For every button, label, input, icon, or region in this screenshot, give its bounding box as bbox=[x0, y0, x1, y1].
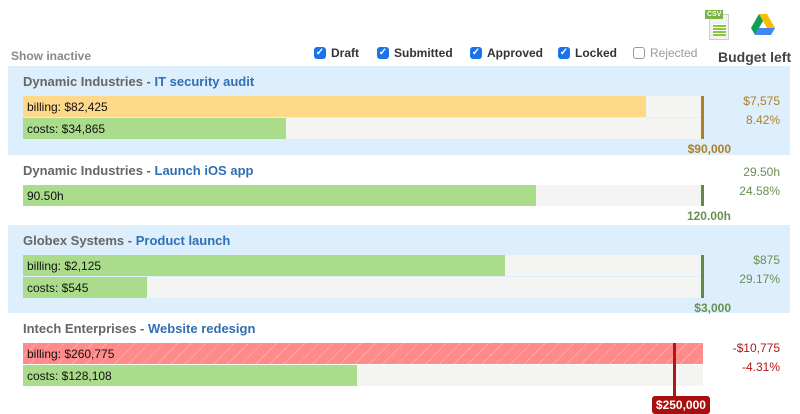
bar-fill bbox=[23, 343, 703, 364]
bar-fill bbox=[23, 365, 358, 386]
budget-label: $90,000 bbox=[687, 142, 731, 156]
bar-fill bbox=[23, 118, 287, 139]
billing-bar: billing: $260,775 bbox=[23, 343, 703, 364]
project-title: Globex Systems - Product launch bbox=[23, 233, 230, 248]
budget-label: $3,000 bbox=[694, 301, 731, 315]
budget-left-amount: $875 bbox=[753, 253, 780, 267]
budget-left-amount: -$10,775 bbox=[732, 341, 780, 355]
budget-left: -$10,775 -4.31% bbox=[733, 339, 780, 377]
project-row: Dynamic Industries - IT security audit bi… bbox=[8, 66, 790, 156]
checkbox[interactable]: ✓ bbox=[470, 47, 482, 59]
bar-label: billing: $2,125 bbox=[27, 259, 102, 273]
project-title: Dynamic Industries - IT security audit bbox=[23, 74, 254, 89]
checkbox[interactable]: ✓ bbox=[314, 47, 326, 59]
budget-left-amount: 29.50h bbox=[743, 165, 780, 179]
budget-left: $875 29.17% bbox=[739, 251, 780, 289]
bar-fill bbox=[23, 185, 536, 206]
project-title: Intech Enterprises - Website redesign bbox=[23, 321, 255, 336]
budget-left-percent: 24.58% bbox=[739, 184, 780, 198]
filter-locked[interactable]: ✓ Locked bbox=[558, 46, 617, 60]
filter-approved[interactable]: ✓ Approved bbox=[470, 46, 543, 60]
bar-label: 90.50h bbox=[27, 189, 64, 203]
client-name: Intech Enterprises bbox=[23, 321, 137, 336]
project-row: Dynamic Industries - Launch iOS app 90.50… bbox=[8, 155, 790, 225]
filter-submitted[interactable]: ✓ Submitted bbox=[377, 46, 453, 60]
client-name: Dynamic Industries bbox=[23, 74, 143, 89]
bar-fill bbox=[23, 277, 147, 298]
filter-draft[interactable]: ✓ Draft bbox=[314, 46, 359, 60]
separator: - bbox=[124, 233, 136, 248]
checkbox[interactable]: ✓ bbox=[558, 47, 570, 59]
filter-label: Approved bbox=[487, 46, 544, 60]
budget-left-percent: 29.17% bbox=[739, 272, 780, 286]
bar-label: costs: $545 bbox=[27, 281, 89, 295]
budget-left-header: Budget left bbox=[718, 49, 792, 65]
costs-bar: costs: $545 bbox=[23, 277, 703, 298]
project-row: Globex Systems - Product launch billing: … bbox=[8, 225, 790, 315]
filter-label: Submitted bbox=[394, 46, 453, 60]
bar-fill bbox=[23, 96, 646, 117]
billing-bar: billing: $2,125 bbox=[23, 255, 703, 276]
budget-left: 29.50h 24.58% bbox=[739, 163, 780, 201]
separator: - bbox=[142, 163, 155, 178]
budget-left-amount: $7,575 bbox=[743, 94, 780, 108]
billing-bar: 90.50h bbox=[23, 185, 703, 206]
bar-label: costs: $128,108 bbox=[27, 369, 112, 383]
show-inactive-toggle[interactable]: Show inactive bbox=[11, 49, 92, 63]
bar-label: costs: $34,865 bbox=[27, 122, 106, 136]
filter-label: Draft bbox=[331, 46, 360, 60]
checkbox[interactable] bbox=[633, 47, 645, 59]
budget-left-percent: 8.42% bbox=[745, 113, 780, 127]
google-drive-icon[interactable] bbox=[750, 12, 776, 38]
project-link[interactable]: Product launch bbox=[135, 233, 231, 248]
costs-bar: costs: $34,865 bbox=[23, 118, 703, 139]
project-link[interactable]: Launch iOS app bbox=[154, 163, 254, 178]
billing-bar: billing: $82,425 bbox=[23, 96, 703, 117]
client-name: Dynamic Industries bbox=[23, 163, 143, 178]
budget-marker bbox=[701, 255, 704, 298]
filter-rejected[interactable]: Rejected bbox=[633, 46, 697, 60]
csv-export-icon[interactable]: CSV bbox=[705, 10, 731, 42]
budget-left: $7,575 8.42% bbox=[743, 92, 780, 130]
checkbox[interactable]: ✓ bbox=[377, 47, 389, 59]
project-link[interactable]: IT security audit bbox=[154, 74, 255, 89]
client-name: Globex Systems bbox=[23, 233, 125, 248]
budget-label: $250,000 bbox=[651, 396, 710, 414]
budget-marker bbox=[701, 185, 704, 206]
bar-fill bbox=[23, 255, 505, 276]
filter-label: Locked bbox=[575, 46, 618, 60]
project-row: Intech Enterprises - Website redesign bil… bbox=[8, 313, 790, 414]
budget-marker bbox=[701, 96, 704, 139]
separator: - bbox=[136, 321, 148, 336]
project-link[interactable]: Website redesign bbox=[148, 321, 256, 336]
project-title: Dynamic Industries - Launch iOS app bbox=[23, 163, 253, 178]
bar-label: billing: $82,425 bbox=[27, 100, 108, 114]
budget-label: 120.00h bbox=[686, 209, 731, 223]
budget-marker bbox=[672, 343, 676, 396]
costs-bar: costs: $128,108 bbox=[23, 365, 703, 386]
budget-left-percent: -4.31% bbox=[741, 360, 780, 374]
bar-label: billing: $260,775 bbox=[27, 347, 115, 361]
filter-label: Rejected bbox=[650, 46, 698, 60]
separator: - bbox=[142, 74, 155, 89]
